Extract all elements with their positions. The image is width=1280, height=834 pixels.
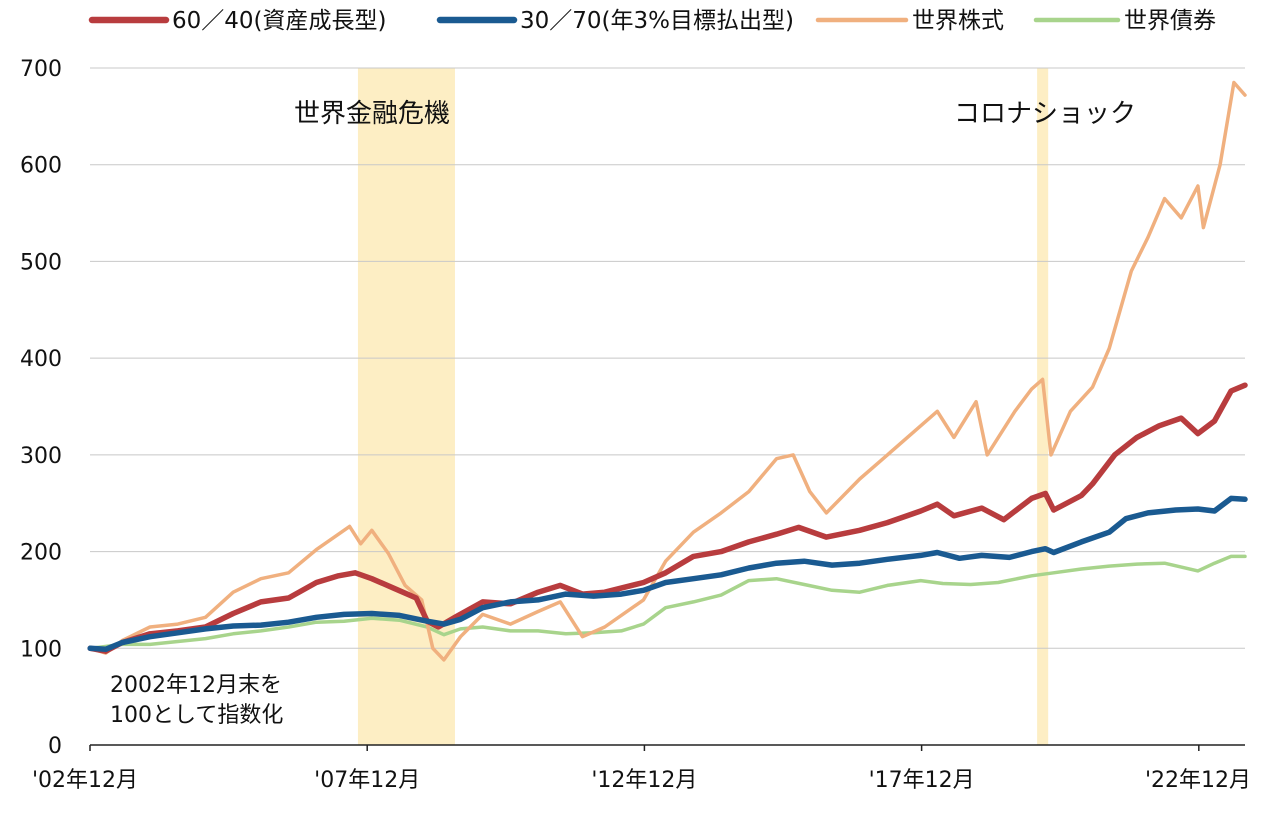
x-tick-label: '07年12月 — [314, 768, 420, 793]
legend-label-3: 世界債券 — [1124, 8, 1216, 34]
y-tick-label: 600 — [20, 154, 62, 179]
legend-label-0: 60／40(資産成長型) — [172, 8, 386, 34]
x-tick-label: '02年12月 — [32, 768, 138, 793]
shaded-periods — [357, 68, 1049, 745]
index-note-line-0: 2002年12月末を — [110, 673, 282, 698]
y-tick-label: 300 — [20, 444, 62, 469]
y-tick-label: 100 — [20, 637, 62, 662]
x-tick-label: '12年12月 — [591, 768, 697, 793]
annotation-covid: コロナショック — [954, 99, 1136, 129]
series-line-1 — [87, 495, 1248, 653]
legend: 60／40(資産成長型) 30／70(年3%目標払出型) 世界株式 世界債券 — [88, 8, 1216, 34]
y-tick-label: 0 — [48, 734, 62, 759]
series-lines — [87, 80, 1248, 662]
y-tick-label: 200 — [20, 541, 62, 566]
annotations: 世界金融危機 コロナショック 2002年12月末を 100として指数化 — [110, 99, 1136, 728]
shaded-period-0 — [357, 68, 455, 745]
series-line-3 — [88, 554, 1247, 651]
series-line-0 — [87, 382, 1248, 654]
x-tick-label: '22年12月 — [1145, 768, 1251, 793]
y-tick-label: 500 — [20, 250, 62, 275]
y-tick-label: 400 — [20, 347, 62, 372]
y-tick-label: 700 — [20, 57, 62, 82]
legend-label-1: 30／70(年3%目標払出型) — [520, 8, 794, 34]
annotation-gfc: 世界金融危機 — [294, 99, 450, 129]
x-axis: '02年12月 '07年12月 '12年12月 '17年12月 '22年12月 — [32, 744, 1251, 793]
legend-label-2: 世界株式 — [912, 8, 1004, 34]
shaded-period-1 — [1037, 68, 1049, 745]
index-note-line-1: 100として指数化 — [110, 703, 283, 728]
x-tick-label: '17年12月 — [869, 768, 975, 793]
y-axis: 0 100 200 300 400 500 600 700 — [20, 57, 62, 759]
series-line-2 — [88, 80, 1247, 662]
